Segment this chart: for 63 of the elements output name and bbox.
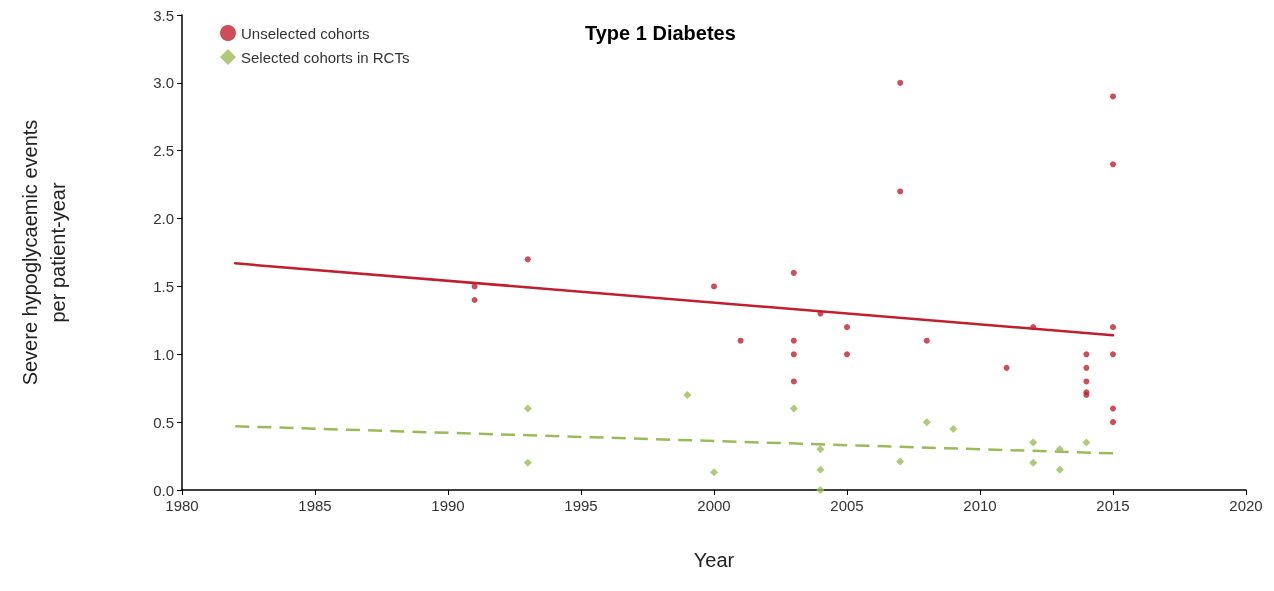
point [1029,458,1038,467]
point [524,256,531,263]
point [922,418,931,427]
x-tick-label: 2020 [1229,497,1263,514]
point [816,465,825,474]
legend-label: Selected cohorts in RCTs [241,48,410,66]
y-tick-label: 2.0 [153,210,174,228]
point [816,445,825,454]
point [949,424,958,433]
point [844,324,850,331]
point [1110,93,1116,100]
point [1030,324,1037,331]
point [897,79,904,86]
x-tick-label: 1990 [431,497,465,514]
point [1110,405,1116,412]
point [1083,378,1090,385]
point [1082,438,1091,447]
x-tick-label: 1985 [298,497,332,514]
x-tick-label: 2010 [963,497,997,514]
x-tick-label: 1980 [165,497,199,514]
point [790,337,797,344]
x-axis-title: Year [693,549,735,571]
y-tick-label: 2.5 [153,142,174,160]
y-tick-label: 1.5 [153,277,174,295]
y-tick-label: 3.5 [153,6,174,24]
x-tick-label: 2005 [830,497,864,514]
y-tick-label: 3.0 [153,74,174,92]
point [711,283,717,290]
point [1083,364,1090,371]
point [1083,351,1090,358]
point [683,391,692,399]
y-tick-label: 0.0 [153,481,174,499]
legend-label: Unselected cohorts [241,24,370,42]
point [790,269,797,276]
point [471,283,478,290]
y-tick-label: 0.5 [153,413,174,431]
point [789,404,798,413]
y-axis-title: Severe hypoglycaemic events per patient-year [19,119,69,386]
point [1110,324,1116,331]
point [1055,445,1064,454]
point [523,404,532,413]
point [1110,351,1116,358]
x-tick-label: 2000 [697,497,731,514]
point [1029,438,1038,447]
point [790,378,797,385]
point [923,337,930,344]
point [523,458,532,467]
chart-title: Type 1 Diabetes [585,22,736,44]
point [1003,364,1010,371]
point [1110,419,1116,426]
point [471,297,478,303]
x-tick-label: 1995 [564,497,598,514]
point [710,468,718,477]
point [1110,161,1116,168]
point [844,351,850,358]
point [1055,465,1064,474]
point [896,457,905,466]
y-tick-label: 1.0 [153,345,174,363]
point [737,337,744,344]
point [790,351,797,358]
point [897,188,904,195]
x-tick-label: 2015 [1096,497,1130,514]
point [816,486,825,494]
